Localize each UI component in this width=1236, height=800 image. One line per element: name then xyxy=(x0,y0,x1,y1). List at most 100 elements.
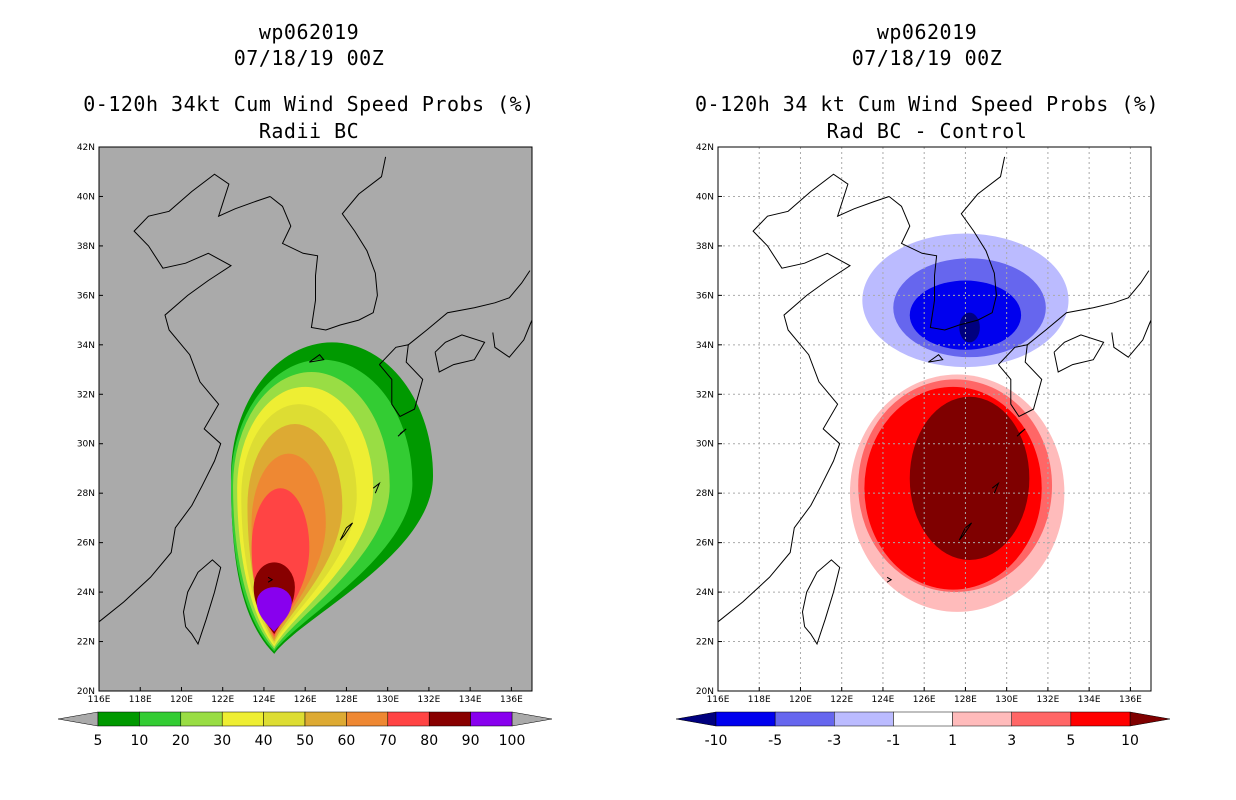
y-tick-label: 20N xyxy=(77,687,95,697)
coastline xyxy=(182,559,222,646)
y-tick-label: 22N xyxy=(77,638,95,648)
contour-level-10 xyxy=(909,396,1030,560)
coastline xyxy=(1111,319,1151,358)
y-tick-label: 36N xyxy=(77,291,95,301)
colorbar-swatch xyxy=(715,711,776,727)
colorbar-label: 70 xyxy=(379,733,397,749)
colorbar-swatch xyxy=(97,711,140,727)
coastline xyxy=(99,173,271,623)
left-chart-panel: wp062019 07/18/19 00Z 0-120h 34kt Cum Wi… xyxy=(57,20,553,749)
colorbar-swatch xyxy=(263,711,306,727)
left-chart-subtitle: Radii BC xyxy=(258,119,360,143)
x-tick-label: 128E xyxy=(335,695,358,705)
contour-level-neg10 xyxy=(959,312,980,343)
colorbar-label: 10 xyxy=(1121,733,1139,749)
y-tick-label: 32N xyxy=(77,390,95,400)
x-tick-label: 134E xyxy=(1078,695,1101,705)
y-tick-label: 28N xyxy=(696,489,714,499)
colorbar-swatch xyxy=(774,711,835,727)
colorbar-label: -3 xyxy=(827,733,841,749)
coastline xyxy=(958,522,973,541)
coastline xyxy=(492,319,532,358)
colorbar-label: 100 xyxy=(499,733,526,749)
colorbar-swatch xyxy=(893,711,953,727)
x-tick-label: 122E xyxy=(830,695,853,705)
colorbar-low-arrow xyxy=(57,711,99,727)
colorbar-label: -1 xyxy=(886,733,900,749)
colorbar-swatch xyxy=(428,711,471,727)
colorbar-label: 3 xyxy=(1007,733,1016,749)
y-tick-label: 26N xyxy=(696,539,714,549)
colorbar-label: 30 xyxy=(213,733,231,749)
coastline xyxy=(407,270,531,346)
y-tick-label: 36N xyxy=(696,291,714,301)
y-tick-label: 20N xyxy=(696,687,714,697)
coastline xyxy=(886,576,893,583)
colorbar-label: 1 xyxy=(948,733,957,749)
y-tick-label: 28N xyxy=(77,489,95,499)
contour-level-90 xyxy=(256,587,292,632)
x-tick-label: 116E xyxy=(88,695,111,705)
y-tick-label: 38N xyxy=(77,242,95,252)
x-tick-label: 124E xyxy=(253,695,276,705)
x-tick-label: 116E xyxy=(707,695,730,705)
colorbar-swatch xyxy=(221,711,264,727)
y-tick-label: 42N xyxy=(696,143,714,153)
left-chart-title: 0-120h 34kt Cum Wind Speed Probs (%) xyxy=(83,92,535,116)
left-datetime: 07/18/19 00Z xyxy=(233,46,385,70)
colorbar-swatch xyxy=(470,711,513,727)
colorbar-label: 50 xyxy=(296,733,314,749)
x-tick-label: 126E xyxy=(294,695,317,705)
plot-frame xyxy=(717,146,1152,692)
x-tick-label: 132E xyxy=(417,695,440,705)
coastline xyxy=(801,559,841,646)
right-chart-title: 0-120h 34 kt Cum Wind Speed Probs (%) xyxy=(694,92,1160,116)
plot-frame xyxy=(98,146,533,692)
coastline xyxy=(379,344,424,418)
coastline xyxy=(1026,270,1150,346)
x-tick-label: 134E xyxy=(459,695,482,705)
y-tick-label: 24N xyxy=(696,588,714,598)
x-tick-label: 126E xyxy=(913,695,936,705)
y-tick-label: 40N xyxy=(696,192,714,202)
coastline xyxy=(339,522,354,541)
x-tick-label: 132E xyxy=(1036,695,1059,705)
x-tick-label: 118E xyxy=(129,695,152,705)
x-tick-label: 118E xyxy=(748,695,771,705)
y-tick-label: 26N xyxy=(77,539,95,549)
y-tick-label: 34N xyxy=(696,341,714,351)
y-tick-label: 38N xyxy=(696,242,714,252)
colorbar-label: 10 xyxy=(130,733,148,749)
right-map-chart: 116E 118E 120E 122E 124E 126E 128E 130E 132E 134E… xyxy=(675,143,1171,749)
x-tick-label: 120E xyxy=(170,695,193,705)
x-tick-label: 124E xyxy=(872,695,895,705)
y-tick-label: 30N xyxy=(77,440,95,450)
coastline xyxy=(267,576,274,583)
colorbar-swatch xyxy=(952,711,1012,727)
x-tick-label: 130E xyxy=(995,695,1018,705)
coastline xyxy=(1016,428,1026,437)
x-tick-label: 136E xyxy=(1119,695,1142,705)
right-chart-panel: wp062019 07/18/19 00Z 0-120h 34 kt Cum W… xyxy=(618,0,1236,800)
colorbar-label: -5 xyxy=(768,733,782,749)
right-storm-id: wp062019 xyxy=(876,20,978,44)
y-tick-label: 24N xyxy=(77,588,95,598)
colorbar-label: 20 xyxy=(172,733,190,749)
y-tick-label: 40N xyxy=(77,192,95,202)
colorbar-swatch xyxy=(1011,711,1072,727)
coastline xyxy=(998,344,1043,418)
y-tick-label: 22N xyxy=(696,638,714,648)
x-tick-label: 122E xyxy=(211,695,234,705)
coastline xyxy=(434,334,486,373)
coastline xyxy=(928,354,944,363)
x-tick-label: 136E xyxy=(500,695,523,705)
colorbar-swatch xyxy=(834,711,894,727)
coastline xyxy=(372,481,381,494)
colorbar-swatch xyxy=(387,711,430,727)
coastline xyxy=(991,481,1000,494)
coastline xyxy=(718,173,890,623)
coastline xyxy=(309,354,325,363)
coastline xyxy=(269,156,387,331)
colorbar-label: 90 xyxy=(462,733,480,749)
right-datetime: 07/18/19 00Z xyxy=(851,46,1003,70)
